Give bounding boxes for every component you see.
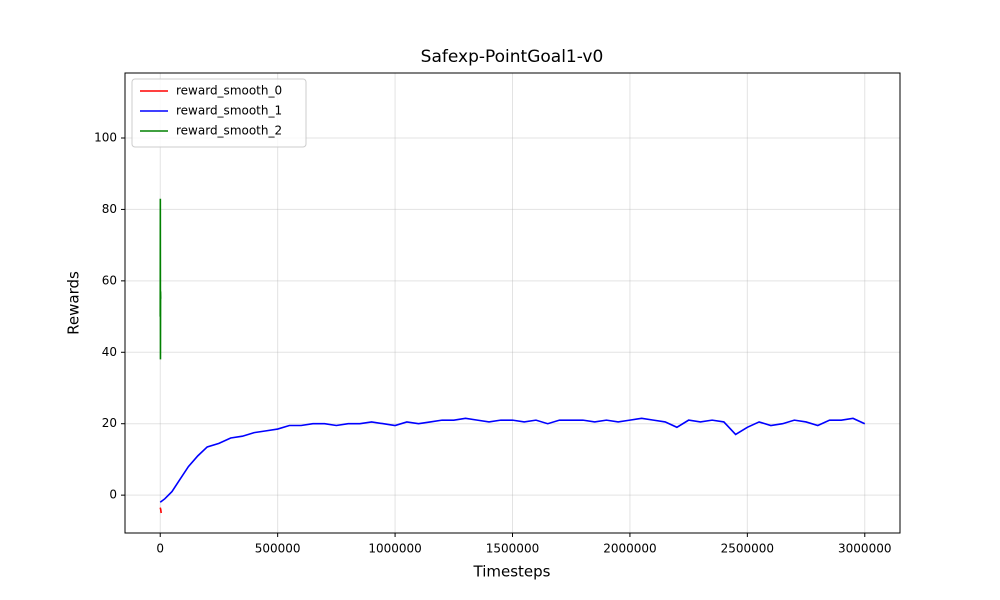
y-tick-label: 40 <box>102 345 117 359</box>
y-tick-label: 0 <box>109 488 117 502</box>
x-tick-label: 1000000 <box>368 542 421 556</box>
x-tick-label: 500000 <box>255 542 301 556</box>
legend-label: reward_smooth_1 <box>176 104 282 118</box>
y-tick-label: 20 <box>102 416 117 430</box>
series-line <box>159 507 162 514</box>
legend-label: reward_smooth_2 <box>176 124 282 138</box>
chart-title: Safexp-PointGoal1-v0 <box>421 47 604 67</box>
legend-box <box>131 78 307 148</box>
plot-frame <box>124 72 901 534</box>
series-line <box>159 417 866 503</box>
y-tick-label: 60 <box>102 273 117 287</box>
x-tick-label: 2000000 <box>603 542 656 556</box>
y-tick-label: 100 <box>94 131 117 145</box>
y-tick-label: 80 <box>102 202 117 216</box>
x-tick-label: 2500000 <box>721 542 774 556</box>
y-axis-label: Rewards <box>65 271 83 335</box>
x-tick-label: 3000000 <box>838 542 891 556</box>
x-tick-label: 1500000 <box>486 542 539 556</box>
x-tick-label: 0 <box>156 542 164 556</box>
x-axis-label: Timesteps <box>473 563 551 581</box>
legend-label: reward_smooth_0 <box>176 84 282 98</box>
